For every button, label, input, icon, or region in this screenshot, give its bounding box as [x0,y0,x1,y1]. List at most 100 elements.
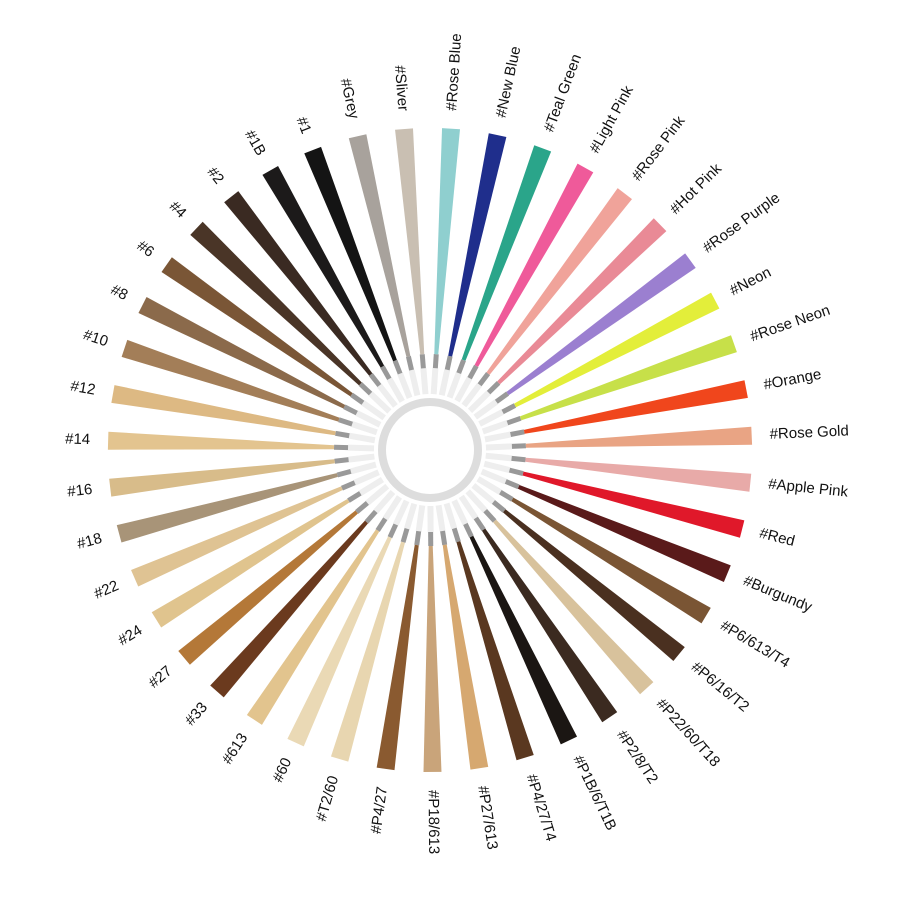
ferrule [456,359,466,375]
hair-strand [517,485,731,582]
hair-strand [395,128,425,355]
ferrule [364,509,378,524]
clip [408,369,421,397]
swatch-label: #P2/8/T2 [613,727,661,787]
clip [348,453,375,463]
hair-strand [486,188,632,375]
swatch-label: #2 [204,164,228,188]
swatch-label: #Grey [337,77,363,121]
clip [386,377,405,403]
swatch-label: #60 [269,755,295,785]
hair-strand [151,498,350,628]
hair-strand [304,146,397,362]
clip [443,502,458,530]
clip [368,391,392,414]
ferrule [358,382,373,396]
clip [358,476,385,496]
ferrule [477,372,491,387]
swatch-label: #6 [134,237,157,261]
ferrule [340,480,356,491]
clip [461,382,483,408]
ferrule [491,500,506,513]
ferrule [336,468,352,478]
swatch-label: #Rose Gold [769,422,849,442]
ferrule [432,354,439,369]
ferrule [486,381,501,395]
hair-strand [514,292,720,408]
ferrule [414,530,422,546]
swatch-label: #18 [75,530,104,553]
clip [478,409,505,427]
ferrule [510,429,525,437]
hair-strand [121,339,340,422]
ferrule [451,527,461,543]
swatch-label: #P4/27/T4 [523,772,560,843]
ferrule [338,417,353,427]
hair-strand [493,519,654,695]
clip [484,431,512,443]
swatch-label: #1 [293,115,315,137]
hair-strand [525,457,752,492]
ferrule [511,455,526,463]
clip [355,410,382,428]
swatch-label: #New Blue [493,45,525,119]
clip [351,421,378,436]
swatch-label: #24 [115,622,145,650]
hair-strand [210,520,368,698]
ferrule [508,467,524,476]
ferrule [335,430,350,439]
hair-strand [111,385,336,436]
ferrule [343,404,358,416]
hair-strand [469,535,578,745]
swatch-label: #P1B/6/T1B [569,753,619,833]
swatch-label: #T2/60 [313,774,342,824]
hair-strand [442,544,489,770]
ferrule [334,457,349,464]
swatch-label: #8 [108,281,131,304]
clip [454,376,473,403]
ferrule [347,491,362,503]
hair-strand [262,165,385,368]
clip [458,494,479,520]
ferrule [419,354,426,369]
ferrule [483,508,497,523]
clip [480,468,507,485]
clip [483,460,511,474]
clip [485,452,512,462]
swatch-label: #Light Pink [586,82,637,156]
hair-strand [348,134,411,357]
ferrule [511,443,527,449]
swatch-label: #22 [92,577,122,603]
clip [446,372,462,399]
swatch-label: #Burgundy [741,572,815,616]
ferrule [355,501,369,514]
ferrule [368,372,382,388]
clip [373,490,396,514]
hair-strand [190,221,362,386]
clip [377,383,398,408]
swatch-label: #12 [69,378,97,399]
swatch-label: #14 [65,430,91,448]
swatch-label: #P4/27 [368,786,391,835]
hair-strand [131,486,343,587]
swatch-label: #P27/613 [474,785,501,851]
clip [481,420,509,435]
clip [467,390,491,413]
clip [347,444,375,452]
swatch-label: #10 [81,326,110,350]
swatch-label: #33 [182,699,211,729]
swatch-label: #613 [219,730,251,767]
clip [393,499,410,526]
clip [465,489,488,513]
swatch-label: #P6/613/T4 [717,617,792,671]
hair-strand [456,541,534,761]
hair-strand [481,528,618,723]
clip [397,372,413,399]
clip [430,367,439,395]
hair-strand [523,380,748,434]
swatch-label: #16 [66,481,93,501]
hair-strand [116,473,338,543]
ferrule [405,355,414,371]
clip [382,495,402,521]
swatch-label: #Rose Neon [748,302,832,346]
